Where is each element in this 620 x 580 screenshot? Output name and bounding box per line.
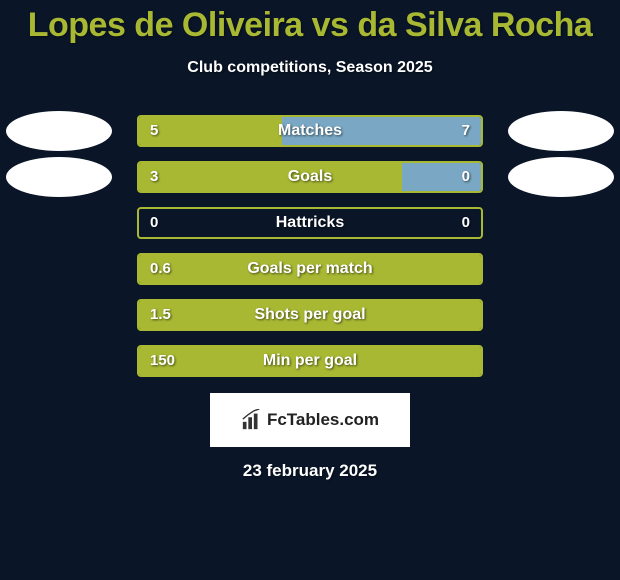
logo-text: FcTables.com [267,410,379,430]
stat-row: Shots per goal1.5 [0,299,620,331]
chart-icon [241,409,263,431]
date-label: 23 february 2025 [0,461,620,481]
page-title: Lopes de Oliveira vs da Silva Rocha [0,0,620,45]
stat-value-right: 0 [462,161,470,193]
stat-bar-track [137,115,483,147]
subtitle: Club competitions, Season 2025 [0,59,620,77]
stat-value-right: 7 [462,115,470,147]
stat-value-left: 150 [150,345,175,377]
player-avatar-left [6,111,112,151]
player-avatar-left [6,157,112,197]
stat-bar-track [137,161,483,193]
stat-bar-track [137,253,483,285]
stat-value-left: 3 [150,161,158,193]
stat-row: Goals per match0.6 [0,253,620,285]
player-avatar-right [508,111,614,151]
stat-bar-fill-left [139,301,481,329]
stat-bar-fill-left [139,255,481,283]
stat-bar-track [137,345,483,377]
stat-bar-fill-left [139,117,282,145]
stat-value-right: 0 [462,207,470,239]
stat-value-left: 5 [150,115,158,147]
stat-bar-track [137,299,483,331]
stat-value-left: 0.6 [150,253,171,285]
stat-value-left: 1.5 [150,299,171,331]
stat-row: Matches57 [0,115,620,147]
stat-row: Hattricks00 [0,207,620,239]
stat-row: Goals30 [0,161,620,193]
stats-container: Matches57Goals30Hattricks00Goals per mat… [0,115,620,377]
stat-value-left: 0 [150,207,158,239]
stat-row: Min per goal150 [0,345,620,377]
stat-bar-fill-right [282,117,481,145]
player-avatar-right [508,157,614,197]
logo-box: FcTables.com [210,393,410,447]
stat-bar-fill-left [139,163,402,191]
stat-bar-fill-left [139,347,481,375]
stat-bar-track [137,207,483,239]
